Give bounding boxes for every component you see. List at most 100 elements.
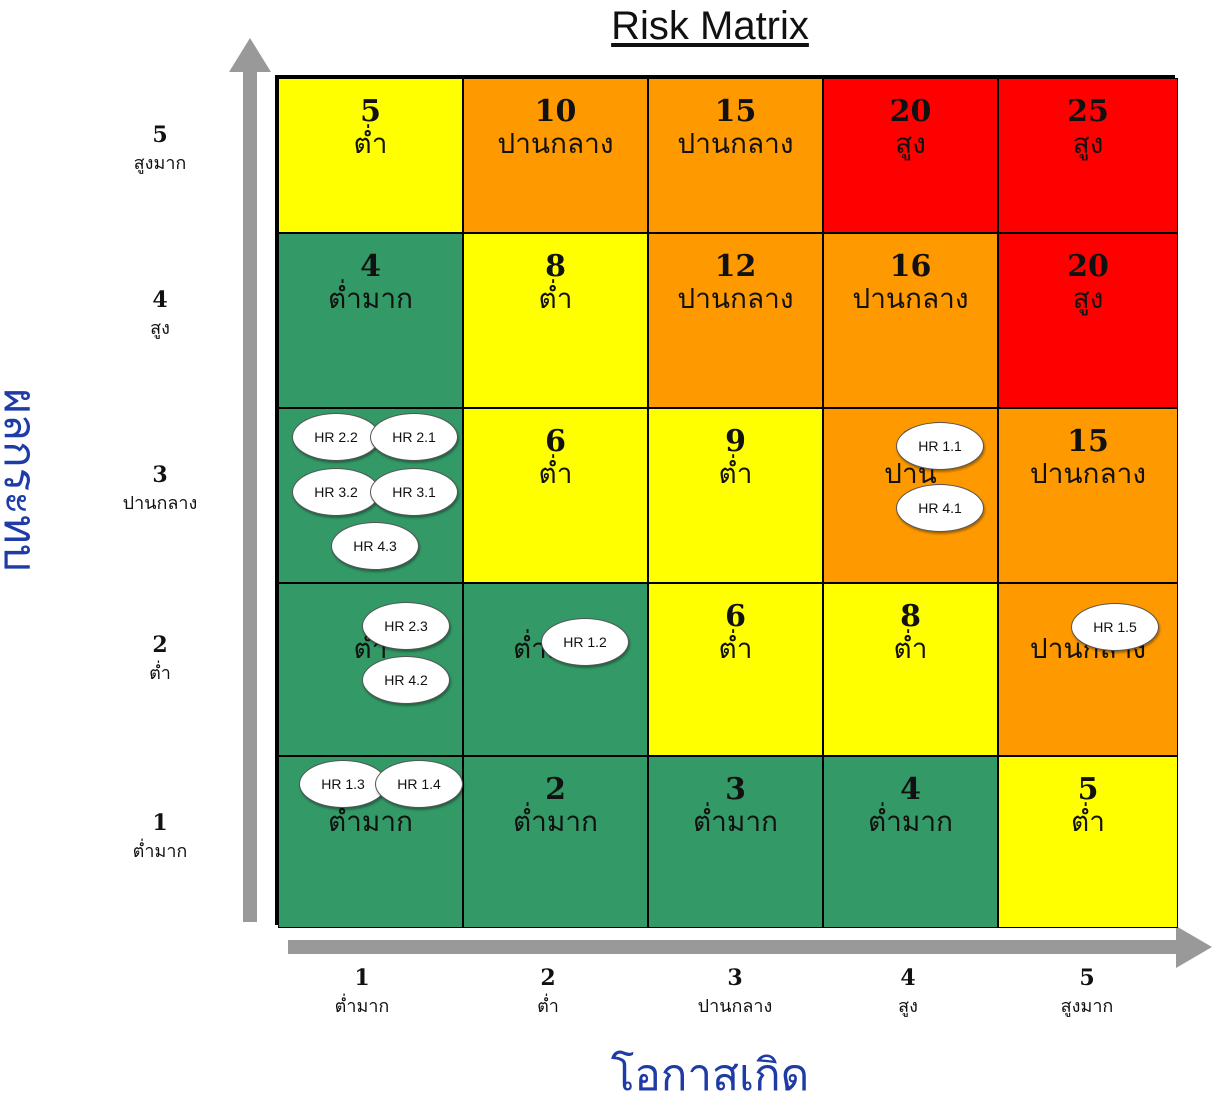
y-label-text: ต่ำมาก (132, 841, 188, 862)
matrix-cell: 4 ต่ำมาก (278, 233, 463, 408)
y-label-text: ต่ำ (149, 663, 171, 684)
matrix-cell: 4 ต่ำมาก (823, 756, 998, 928)
y-label-text: ปานกลาง (122, 493, 198, 514)
x-axis-label: 1 ต่ำมาก (292, 965, 432, 1020)
cell-score: 6 (725, 599, 746, 634)
cell-score: 15 (1067, 424, 1109, 459)
risk-marker: HR 3.1 (370, 468, 458, 516)
cell-score: 4 (360, 249, 381, 284)
risk-marker: HR 1.5 (1071, 603, 1159, 651)
matrix-cell: 6 ต่ำ (463, 408, 648, 583)
cell-score: 16 (889, 249, 932, 284)
matrix-cell: 3 ต่ำมาก (648, 756, 823, 928)
x-axis-label: 5 สูงมาก (1017, 965, 1157, 1020)
risk-marker: HR 1.4 (375, 760, 463, 808)
cell-level: สูง (895, 127, 926, 160)
risk-marker: HR 4.3 (331, 522, 419, 570)
cell-score: 8 (900, 599, 921, 634)
cell-level: ต่ำ (718, 632, 753, 665)
cell-score: 20 (889, 94, 932, 129)
y-label-number: 1 (152, 810, 168, 836)
risk-marker: HR 3.2 (292, 468, 380, 516)
x-label-text: ต่ำ (537, 996, 559, 1017)
cell-level: ปานกลาง (677, 127, 794, 160)
y-axis-label: 5 สูงมาก (100, 122, 220, 177)
risk-marker: HR 1.3 (299, 760, 387, 808)
cell-level: ปานกลาง (677, 282, 794, 315)
cell-level: ต่ำ (538, 282, 573, 315)
cell-score: 9 (725, 424, 746, 459)
matrix-cell: 15 ปานกลาง (648, 78, 823, 233)
risk-marker: HR 4.1 (896, 484, 984, 532)
x-axis-label: 3 ปานกลาง (665, 965, 805, 1020)
x-axis-label: 2 ต่ำ (478, 965, 618, 1020)
cell-level: ต่ำมาก (692, 805, 779, 838)
risk-marker: HR 1.1 (896, 422, 984, 470)
cell-score: 5 (1077, 772, 1099, 807)
cell-score: 20 (1067, 249, 1109, 284)
risk-marker: HR 2.2 (292, 413, 380, 461)
matrix-cell: ต่ำมาก (463, 583, 648, 756)
matrix-cell: 8 ต่ำ (823, 583, 998, 756)
matrix-cell: 5 ต่ำ (278, 78, 463, 233)
cell-score: 5 (360, 94, 381, 129)
chart-title: Risk Matrix (611, 4, 809, 48)
y-label-number: 3 (152, 462, 168, 488)
x-label-text: ต่ำมาก (334, 996, 390, 1017)
risk-marker: HR 2.1 (370, 413, 458, 461)
cell-score: 10 (534, 94, 577, 129)
matrix-cell: 9 ต่ำ (648, 408, 823, 583)
cell-level: ต่ำ (353, 127, 388, 160)
y-axis-title: ผลกระทบ (0, 388, 45, 572)
matrix-cell: 8 ต่ำ (463, 233, 648, 408)
x-label-number: 5 (1079, 965, 1095, 991)
matrix-cell: 25 สูง (998, 78, 1178, 233)
matrix-cell: 16 ปานกลาง (823, 233, 998, 408)
cell-level: ปานกลาง (497, 127, 614, 160)
y-label-number: 5 (152, 122, 168, 148)
matrix-cell: 10 ปานกลาง (463, 78, 648, 233)
y-axis-arrowhead (229, 38, 271, 72)
cell-score: 8 (545, 249, 566, 284)
x-label-number: 4 (900, 965, 916, 991)
cell-level: ต่ำ (1071, 805, 1105, 838)
cell-level: ต่ำมาก (327, 805, 414, 838)
cell-score: 2 (545, 772, 566, 807)
cell-score: 15 (714, 94, 757, 129)
cell-level: ต่ำ (718, 457, 753, 490)
matrix-cell: 20 สูง (823, 78, 998, 233)
matrix-cell: 6 ต่ำ (648, 583, 823, 756)
x-label-number: 1 (354, 965, 370, 991)
matrix-cell: 2 ต่ำมาก (463, 756, 648, 928)
x-label-text: สูงมาก (1060, 996, 1114, 1017)
risk-marker: HR 4.2 (362, 656, 450, 704)
cell-score: 3 (725, 772, 746, 807)
x-axis-arrowhead (1176, 926, 1212, 968)
cell-level: สูง (1072, 127, 1104, 160)
matrix-cell: 5 ต่ำ (998, 756, 1178, 928)
risk-marker: HR 1.2 (541, 618, 629, 666)
cell-score: 4 (900, 772, 921, 807)
cell-level: ต่ำมาก (867, 805, 954, 838)
y-label-text: สูงมาก (133, 153, 187, 174)
cell-level: ต่ำ (538, 457, 573, 490)
cell-level: ปานกลาง (852, 282, 969, 315)
cell-level: สูง (1072, 282, 1104, 315)
y-label-number: 2 (152, 632, 168, 658)
matrix-cell: 15 ปานกลาง (998, 408, 1178, 583)
cell-level: ต่ำมาก (512, 805, 599, 838)
x-axis-label: 4 สูง (838, 965, 978, 1020)
cell-level: ปานกลาง (1029, 457, 1147, 490)
risk-marker: HR 2.3 (362, 602, 450, 650)
matrix-cell: 20 สูง (998, 233, 1178, 408)
y-label-number: 4 (152, 287, 168, 313)
cell-level: ต่ำ (893, 632, 928, 665)
cell-score: 12 (714, 249, 757, 284)
x-label-text: สูง (898, 996, 918, 1017)
matrix-cell: 12 ปานกลาง (648, 233, 823, 408)
y-axis-label: 2 ต่ำ (100, 632, 220, 687)
y-label-text: สูง (150, 318, 170, 339)
y-axis-label: 1 ต่ำมาก (100, 810, 220, 865)
x-axis-arrow-shaft (288, 940, 1178, 954)
